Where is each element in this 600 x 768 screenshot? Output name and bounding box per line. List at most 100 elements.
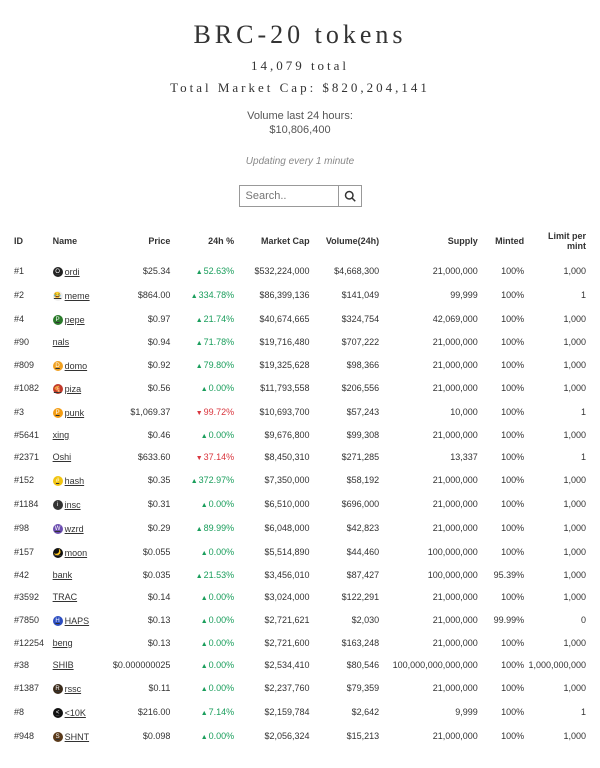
token-minted: 100% bbox=[480, 586, 526, 608]
token-id: #4 bbox=[10, 307, 51, 331]
column-header[interactable]: ID bbox=[10, 227, 51, 259]
column-header[interactable]: Minted bbox=[480, 227, 526, 259]
token-volume: $271,285 bbox=[312, 446, 382, 468]
token-name-cell: HHAPS bbox=[51, 608, 103, 632]
token-id: #157 bbox=[10, 540, 51, 564]
token-supply: 21,000,000 bbox=[381, 259, 480, 283]
token-name-cell: Ddomo bbox=[51, 353, 103, 377]
token-name-cell: TRAC bbox=[51, 586, 103, 608]
token-supply: 13,337 bbox=[381, 446, 480, 468]
token-name-text: punk bbox=[65, 408, 85, 418]
token-link[interactable]: iinsc bbox=[53, 500, 81, 510]
token-icon: S bbox=[53, 732, 63, 742]
token-name-text: Oshi bbox=[53, 452, 72, 462]
token-name-cell: SSHNT bbox=[51, 724, 103, 748]
search-button[interactable] bbox=[338, 185, 362, 207]
column-header[interactable]: 24h % bbox=[172, 227, 236, 259]
token-name-cell: Wwzrd bbox=[51, 516, 103, 540]
token-limit: 1 bbox=[526, 283, 590, 307]
token-link[interactable]: SSHNT bbox=[53, 732, 90, 742]
column-header[interactable]: Limit per mint bbox=[526, 227, 590, 259]
token-link[interactable]: #hash bbox=[53, 476, 85, 486]
column-header[interactable]: Market Cap bbox=[236, 227, 311, 259]
token-minted: 100% bbox=[480, 516, 526, 540]
total-market-cap: Total Market Cap: $820,204,141 bbox=[10, 80, 590, 96]
token-24h-pct: ▲52.63% bbox=[172, 259, 236, 283]
token-id: #38 bbox=[10, 654, 51, 676]
table-row: #1082🍕piza$0.56▲0.00%$11,793,558$206,556… bbox=[10, 377, 590, 401]
token-supply: 21,000,000 bbox=[381, 516, 480, 540]
token-name-text: domo bbox=[65, 361, 88, 371]
column-header[interactable]: Volume(24h) bbox=[312, 227, 382, 259]
token-link[interactable]: Oshi bbox=[53, 452, 72, 462]
column-header[interactable]: Price bbox=[103, 227, 173, 259]
token-marketcap: $7,350,000 bbox=[236, 468, 311, 492]
token-price: $0.14 bbox=[103, 586, 173, 608]
token-link[interactable]: 🌙moon bbox=[53, 548, 88, 558]
table-row: #8<<10K$216.00▲7.14%$2,159,784$2,6429,99… bbox=[10, 700, 590, 724]
token-24h-pct: ▼99.72% bbox=[172, 400, 236, 424]
updating-note: Updating every 1 minute bbox=[10, 156, 590, 167]
search-icon bbox=[344, 190, 356, 202]
token-supply: 100,000,000,000,000 bbox=[381, 654, 480, 676]
token-icon: D bbox=[53, 361, 63, 371]
tokens-table: IDNamePrice24h %Market CapVolume(24h)Sup… bbox=[10, 227, 590, 748]
token-price: $0.94 bbox=[103, 331, 173, 353]
token-id: #2371 bbox=[10, 446, 51, 468]
token-24h-pct: ▲0.00% bbox=[172, 724, 236, 748]
token-link[interactable]: SHIB bbox=[53, 660, 74, 670]
token-limit: 1,000 bbox=[526, 516, 590, 540]
token-id: #5641 bbox=[10, 424, 51, 446]
token-name-cell: iinsc bbox=[51, 492, 103, 516]
token-link[interactable]: 😂meme bbox=[53, 291, 90, 301]
token-marketcap: $19,325,628 bbox=[236, 353, 311, 377]
search-input[interactable] bbox=[239, 185, 339, 207]
token-link[interactable]: <<10K bbox=[53, 708, 86, 718]
column-header[interactable]: Name bbox=[51, 227, 103, 259]
token-link[interactable]: Oordi bbox=[53, 267, 80, 277]
token-link[interactable]: HHAPS bbox=[53, 616, 90, 626]
token-marketcap: $3,456,010 bbox=[236, 564, 311, 586]
token-link[interactable]: nals bbox=[53, 337, 70, 347]
token-link[interactable]: beng bbox=[53, 638, 73, 648]
token-link[interactable]: 🍕piza bbox=[53, 384, 82, 394]
token-link[interactable]: Ddomo bbox=[53, 361, 88, 371]
token-marketcap: $9,676,800 bbox=[236, 424, 311, 446]
token-link[interactable]: xing bbox=[53, 430, 70, 440]
token-price: $0.31 bbox=[103, 492, 173, 516]
token-id: #42 bbox=[10, 564, 51, 586]
token-link[interactable]: Rrssc bbox=[53, 684, 82, 694]
token-minted: 100% bbox=[480, 492, 526, 516]
token-minted: 100% bbox=[480, 446, 526, 468]
token-link[interactable]: Ppepe bbox=[53, 315, 85, 325]
token-link[interactable]: TRAC bbox=[53, 592, 78, 602]
token-name-cell: Oordi bbox=[51, 259, 103, 283]
token-price: $0.46 bbox=[103, 424, 173, 446]
token-id: #7850 bbox=[10, 608, 51, 632]
token-minted: 100% bbox=[480, 377, 526, 401]
token-link[interactable]: bank bbox=[53, 570, 73, 580]
token-icon: i bbox=[53, 500, 63, 510]
token-limit: 1,000 bbox=[526, 377, 590, 401]
token-limit: 1,000 bbox=[526, 724, 590, 748]
table-row: #3Ppunk$1,069.37▼99.72%$10,693,700$57,24… bbox=[10, 400, 590, 424]
token-name-text: hash bbox=[65, 476, 85, 486]
token-name-text: wzrd bbox=[65, 524, 84, 534]
token-price: $25.34 bbox=[103, 259, 173, 283]
column-header[interactable]: Supply bbox=[381, 227, 480, 259]
table-row: #4Ppepe$0.97▲21.74%$40,674,665$324,75442… bbox=[10, 307, 590, 331]
token-volume: $79,359 bbox=[312, 676, 382, 700]
token-price: $1,069.37 bbox=[103, 400, 173, 424]
token-name-cell: beng bbox=[51, 632, 103, 654]
token-limit: 0 bbox=[526, 608, 590, 632]
token-supply: 10,000 bbox=[381, 400, 480, 424]
token-name-cell: nals bbox=[51, 331, 103, 353]
token-link[interactable]: Wwzrd bbox=[53, 524, 84, 534]
token-price: $0.11 bbox=[103, 676, 173, 700]
token-volume: $141,049 bbox=[312, 283, 382, 307]
token-volume: $707,222 bbox=[312, 331, 382, 353]
token-link[interactable]: Ppunk bbox=[53, 408, 85, 418]
token-supply: 21,000,000 bbox=[381, 724, 480, 748]
token-marketcap: $5,514,890 bbox=[236, 540, 311, 564]
token-supply: 21,000,000 bbox=[381, 492, 480, 516]
